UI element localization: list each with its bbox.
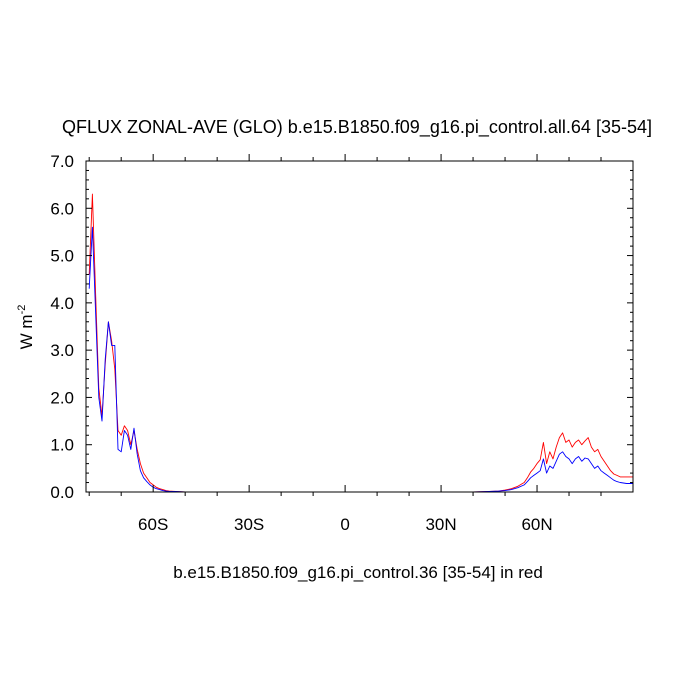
y-tick-label: 4.0 xyxy=(50,294,74,313)
x-tick-label: 60N xyxy=(521,515,552,534)
y-tick-label: 5.0 xyxy=(50,247,74,266)
y-axis-label-exponent: -2 xyxy=(16,305,28,315)
plot-frame xyxy=(85,160,634,493)
y-tick-label: 7.0 xyxy=(50,152,74,171)
series-line-2 xyxy=(88,226,633,493)
x-tick-label: 0 xyxy=(340,515,349,534)
y-tick-label: 3.0 xyxy=(50,341,74,360)
x-tick-label: 60S xyxy=(138,515,168,534)
x-tick-label: 30N xyxy=(425,515,456,534)
y-tick-label: 6.0 xyxy=(50,199,74,218)
y-axis-label: W m-2 xyxy=(16,305,36,350)
y-tick-label: 2.0 xyxy=(50,388,74,407)
y-axis-label-text: W m xyxy=(17,314,36,349)
y-tick-label: 0.0 xyxy=(50,483,74,502)
x-axis-label: b.e15.B1850.f09_g16.pi_control.36 [35-54… xyxy=(173,563,543,582)
y-tick-label: 1.0 xyxy=(50,436,74,455)
series-line-1 xyxy=(88,193,633,493)
chart-title: QFLUX ZONAL-AVE (GLO) b.e15.B1850.f09_g1… xyxy=(62,117,652,138)
x-tick-label: 30S xyxy=(234,515,264,534)
